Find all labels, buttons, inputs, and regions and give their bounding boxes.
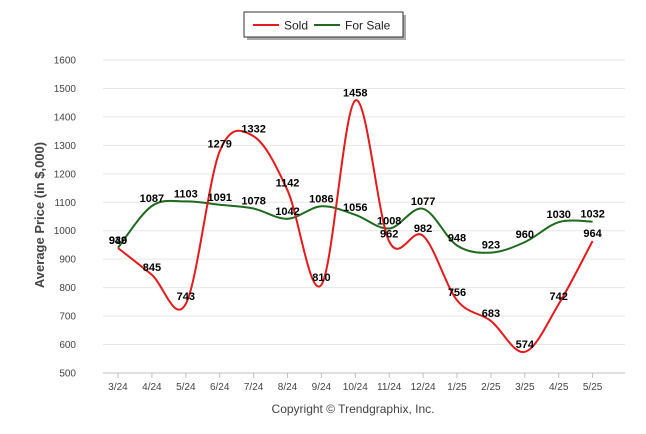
x-tick-label: 3/24 xyxy=(108,382,128,393)
x-tick-label: 4/24 xyxy=(142,382,162,393)
x-tick-label: 9/24 xyxy=(312,382,332,393)
x-tick-label: 4/25 xyxy=(549,382,569,393)
data-label-for-sale: 1056 xyxy=(343,202,367,214)
data-label-for-sale: 960 xyxy=(516,229,534,241)
data-label-sold: 982 xyxy=(414,223,432,235)
y-tick-label: 700 xyxy=(59,312,76,323)
plot-background xyxy=(103,47,625,373)
legend[interactable]: Sold For Sale xyxy=(243,11,406,40)
data-label-sold: 574 xyxy=(516,339,535,351)
data-label-sold: 964 xyxy=(583,228,602,240)
y-tick-label: 1600 xyxy=(54,56,77,67)
data-label-sold: 1332 xyxy=(241,123,265,135)
data-label-for-sale: 1086 xyxy=(309,193,333,205)
data-label-sold: 845 xyxy=(143,262,161,274)
y-axis-label: Average Price (in $,000) xyxy=(32,142,47,288)
legend-label-for-sale[interactable]: For Sale xyxy=(345,19,391,33)
y-tick-label: 1300 xyxy=(54,141,77,152)
plot-area: 500 600 700 800 900 1000 1100 1200 1300 1400 1500 1… xyxy=(54,47,625,393)
data-label-for-sale: 1077 xyxy=(411,196,435,208)
y-axis-ticks: 500 600 700 800 900 1000 1100 1200 1300 1400 1500 1… xyxy=(54,56,77,380)
y-tick-label: 600 xyxy=(59,340,76,351)
x-tick-label: 12/24 xyxy=(411,382,436,393)
x-axis-ticks: 3/24 4/24 5/24 6/24 7/24 8/24 9/24 10/24 11/24 12… xyxy=(108,373,603,393)
data-label-for-sale: 1008 xyxy=(377,215,401,227)
y-tick-label: 900 xyxy=(59,255,76,266)
data-label-for-sale: 1087 xyxy=(140,193,164,205)
copyright-credit: Copyright © Trendgraphix, Inc. xyxy=(272,402,435,416)
data-label-for-sale: 1078 xyxy=(241,196,265,208)
data-labels: 939 845 743 1279 1332 1142 810 1458 962 982 756 683… xyxy=(109,87,605,351)
y-tick-label: 1200 xyxy=(54,169,77,180)
y-tick-label: 1000 xyxy=(54,226,77,237)
data-label-sold: 962 xyxy=(380,229,398,241)
data-label-sold: 743 xyxy=(177,291,195,303)
data-label-for-sale: 1103 xyxy=(174,188,198,200)
data-label-for-sale: 940 xyxy=(109,235,127,247)
data-label-for-sale: 948 xyxy=(448,233,466,245)
data-label-sold: 810 xyxy=(312,272,330,284)
series-line-sold xyxy=(117,99,594,353)
data-label-sold: 683 xyxy=(482,308,500,320)
x-tick-label: 5/25 xyxy=(583,382,603,393)
series-line-for-sale xyxy=(117,199,593,254)
data-label-for-sale: 923 xyxy=(482,240,500,252)
data-label-sold: 1458 xyxy=(343,87,367,99)
y-tick-label: 1100 xyxy=(54,198,76,209)
y-tick-label: 1400 xyxy=(54,112,77,123)
data-label-for-sale: 1042 xyxy=(275,206,299,218)
y-tick-label: 800 xyxy=(59,283,76,294)
y-tick-label: 500 xyxy=(59,369,76,380)
data-label-sold: 939 xyxy=(109,235,127,247)
data-label-for-sale: 1091 xyxy=(207,192,231,204)
y-tick-label: 1500 xyxy=(54,84,77,95)
data-label-sold: 1279 xyxy=(207,138,231,150)
x-tick-label: 5/24 xyxy=(176,382,196,393)
legend-label-sold[interactable]: Sold xyxy=(284,19,308,33)
data-label-for-sale: 1032 xyxy=(580,209,604,221)
x-tick-label: 2/25 xyxy=(481,382,501,393)
series-lines xyxy=(117,99,594,353)
x-tick-label: 3/25 xyxy=(515,382,535,393)
data-label-sold: 756 xyxy=(448,287,466,299)
x-tick-label: 8/24 xyxy=(278,382,298,393)
data-label-for-sale: 1030 xyxy=(546,209,570,221)
x-tick-label: 1/25 xyxy=(447,382,467,393)
x-tick-label: 7/24 xyxy=(244,382,264,393)
x-tick-label: 6/24 xyxy=(210,382,230,393)
data-label-sold: 1142 xyxy=(276,177,300,189)
data-label-sold: 742 xyxy=(550,291,568,303)
x-tick-label: 11/24 xyxy=(377,382,402,393)
x-tick-label: 10/24 xyxy=(343,382,368,393)
